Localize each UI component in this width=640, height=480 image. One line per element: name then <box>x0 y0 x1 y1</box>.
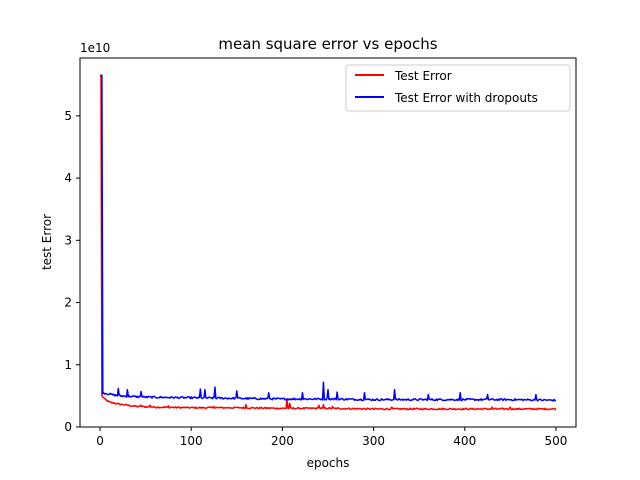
x-tick-label: 300 <box>362 434 385 448</box>
y-tick-label: 5 <box>64 109 72 123</box>
legend-label-test-error-dropouts: Test Error with dropouts <box>394 91 538 105</box>
series-line-test-error-dropouts <box>100 74 557 402</box>
y-tick-label: 3 <box>64 233 72 247</box>
y-axis-multiplier: 1e10 <box>80 41 110 55</box>
legend: Test Error Test Error with dropouts <box>345 64 571 112</box>
x-tick-label: 0 <box>96 434 104 448</box>
x-tick-label: 400 <box>453 434 476 448</box>
x-tick-label: 100 <box>180 434 203 448</box>
y-tick-label: 4 <box>64 171 72 185</box>
y-tick-label: 2 <box>64 296 72 310</box>
x-axis-label: epochs <box>307 456 350 470</box>
legend-label-test-error: Test Error <box>394 69 452 83</box>
y-tick-label: 1 <box>64 358 72 372</box>
x-axis: 0 100 200 300 400 500 <box>96 427 567 448</box>
plot-area-frame <box>79 57 577 428</box>
legend-box <box>345 64 571 112</box>
y-tick-label: 0 <box>64 420 72 434</box>
x-tick-label: 200 <box>271 434 294 448</box>
y-axis-label: test Error <box>40 214 54 270</box>
x-tick-label: 500 <box>544 434 567 448</box>
series-line-test-error <box>100 74 557 411</box>
chart-title: mean square error vs epochs <box>218 35 437 53</box>
y-axis: 0 1 2 3 4 5 <box>64 109 80 434</box>
